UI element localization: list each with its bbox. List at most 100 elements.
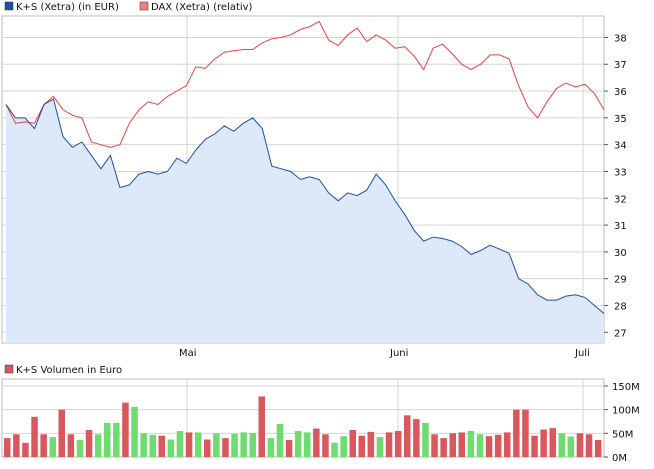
volume-bar — [394, 431, 402, 457]
volume-bar — [558, 433, 565, 457]
volume-bar — [485, 436, 493, 457]
volume-panel: K+S Volumen in Euro 0M 50M 100M 150M — [1, 364, 640, 464]
volume-bar — [113, 422, 120, 457]
volume-bar — [194, 432, 202, 457]
volume-bar — [285, 440, 293, 457]
volume-y-tick-label: 0M — [612, 453, 627, 464]
volume-bar — [213, 433, 220, 457]
price-y-tick-label: 34 — [614, 141, 627, 152]
price-y-tick-label: 36 — [614, 87, 627, 98]
volume-grid — [2, 379, 604, 457]
volume-bar — [567, 436, 575, 457]
price-y-tick-label: 32 — [614, 194, 627, 205]
ks-legend-label: K+S (Xetra) (in EUR) — [16, 2, 119, 13]
volume-bar — [467, 431, 475, 457]
volume-bar — [313, 428, 320, 457]
price-panel: 27 28 29 30 31 32 33 34 35 36 37 38 Mai Juni Juli — [1, 15, 627, 359]
volume-bar — [31, 416, 38, 457]
price-x-tick-label: Mai — [179, 348, 197, 359]
volume-bar — [522, 409, 529, 457]
volume-bar — [294, 431, 302, 457]
volume-bar — [58, 409, 65, 457]
volume-y-tick-label: 50M — [612, 429, 633, 440]
volume-bar — [476, 434, 484, 457]
volume-bars — [4, 396, 602, 457]
dax-legend-label: DAX (Xetra) (relativ) — [151, 2, 253, 13]
volume-bar — [22, 442, 29, 457]
volume-bar — [13, 434, 20, 457]
volume-bar — [413, 419, 420, 457]
volume-bar — [385, 432, 393, 457]
volume-bar — [449, 433, 456, 457]
dax-legend-swatch — [139, 1, 149, 11]
price-y-tick-label: 30 — [614, 248, 627, 259]
volume-plot-area — [1, 378, 605, 458]
volume-bar — [367, 431, 375, 457]
price-y-tick-label: 27 — [614, 328, 627, 339]
volume-bar — [504, 432, 511, 457]
price-y-tick-label: 31 — [614, 221, 627, 232]
volume-bar — [549, 428, 556, 457]
volume-y-axis: 0M 50M 100M 150M — [604, 382, 640, 464]
volume-bar — [540, 429, 547, 457]
volume-bar — [267, 438, 275, 457]
volume-bar — [222, 438, 229, 457]
volume-bar — [249, 432, 256, 457]
volume-bar — [440, 438, 447, 457]
volume-bar — [513, 409, 520, 457]
volume-bar — [185, 432, 193, 457]
volume-legend-swatch — [4, 364, 14, 374]
volume-bar — [431, 434, 438, 457]
price-x-axis: Mai Juni Juli — [179, 348, 590, 359]
volume-legend-label: K+S Volumen in Euro — [16, 365, 122, 376]
volume-bar — [76, 440, 84, 457]
volume-bar — [85, 430, 93, 457]
volume-bar — [204, 439, 211, 457]
volume-bar — [258, 396, 265, 457]
volume-bar — [49, 437, 56, 457]
volume-bar — [4, 438, 11, 457]
volume-bar — [67, 434, 75, 457]
volume-bar — [358, 435, 365, 457]
volume-bar — [322, 434, 329, 457]
price-y-axis: 27 28 29 30 31 32 33 34 35 36 37 38 — [604, 33, 627, 339]
volume-bar — [585, 434, 593, 457]
volume-bar — [104, 422, 111, 457]
price-y-tick-label: 28 — [614, 301, 627, 312]
volume-bar — [131, 406, 138, 457]
ks-series-area — [6, 99, 604, 343]
dax-series-line — [5, 20, 605, 148]
price-x-tick-label: Juli — [574, 348, 590, 359]
volume-bar — [594, 440, 602, 457]
volume-bar — [40, 434, 47, 457]
volume-bar — [531, 435, 538, 457]
volume-bar — [167, 439, 175, 457]
volume-bar — [231, 433, 238, 457]
volume-bar — [122, 402, 129, 457]
volume-bar — [331, 442, 338, 457]
volume-bar — [422, 422, 429, 457]
volume-bar — [158, 435, 165, 457]
volume-bar — [349, 430, 356, 457]
volume-bar — [94, 434, 102, 457]
volume-y-tick-label: 100M — [612, 406, 640, 417]
ks-series-line — [5, 98, 605, 314]
price-y-tick-label: 35 — [614, 114, 627, 125]
volume-bar — [376, 437, 384, 457]
volume-bar — [149, 434, 156, 457]
volume-bar — [304, 432, 311, 457]
volume-bar — [276, 423, 284, 457]
volume-bar — [340, 436, 347, 457]
price-y-tick-label: 33 — [614, 167, 627, 178]
price-y-tick-label: 37 — [614, 60, 627, 71]
price-legend: K+S (Xetra) (in EUR) DAX (Xetra) (relati… — [4, 1, 253, 13]
price-x-tick-label: Juni — [389, 348, 408, 359]
volume-bar — [140, 433, 147, 457]
price-y-tick-label: 38 — [614, 33, 627, 44]
price-y-tick-label: 29 — [614, 275, 627, 286]
volume-bar — [240, 432, 247, 457]
volume-bar — [576, 433, 584, 457]
volume-bar — [176, 431, 184, 457]
volume-bar — [404, 415, 411, 457]
